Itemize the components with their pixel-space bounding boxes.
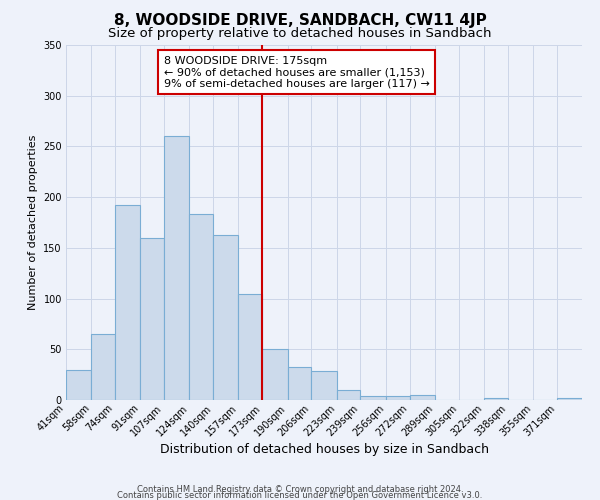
Bar (190, 214, 213, 400)
Bar (337, 390, 361, 400)
Bar (115, 206, 140, 400)
Bar (311, 370, 337, 400)
Bar (287, 366, 311, 400)
X-axis label: Distribution of detached houses by size in Sandbach: Distribution of detached houses by size … (160, 444, 488, 456)
Text: Contains public sector information licensed under the Open Government Licence v3: Contains public sector information licen… (118, 490, 482, 500)
Bar (91, 334, 115, 400)
Bar (361, 396, 386, 400)
Bar (386, 396, 410, 400)
Bar (238, 294, 262, 400)
Y-axis label: Number of detached properties: Number of detached properties (28, 135, 38, 310)
Text: Contains HM Land Registry data © Crown copyright and database right 2024.: Contains HM Land Registry data © Crown c… (137, 484, 463, 494)
Text: 8 WOODSIDE DRIVE: 175sqm
← 90% of detached houses are smaller (1,153)
9% of semi: 8 WOODSIDE DRIVE: 175sqm ← 90% of detach… (164, 56, 430, 89)
Bar (262, 350, 287, 400)
Bar (66, 370, 91, 400)
Bar (140, 238, 164, 400)
Bar (213, 234, 238, 400)
Bar (557, 398, 582, 400)
Bar (164, 136, 190, 400)
Text: Size of property relative to detached houses in Sandbach: Size of property relative to detached ho… (108, 28, 492, 40)
Bar (410, 395, 435, 400)
Bar (484, 398, 508, 400)
Text: 8, WOODSIDE DRIVE, SANDBACH, CW11 4JP: 8, WOODSIDE DRIVE, SANDBACH, CW11 4JP (113, 12, 487, 28)
